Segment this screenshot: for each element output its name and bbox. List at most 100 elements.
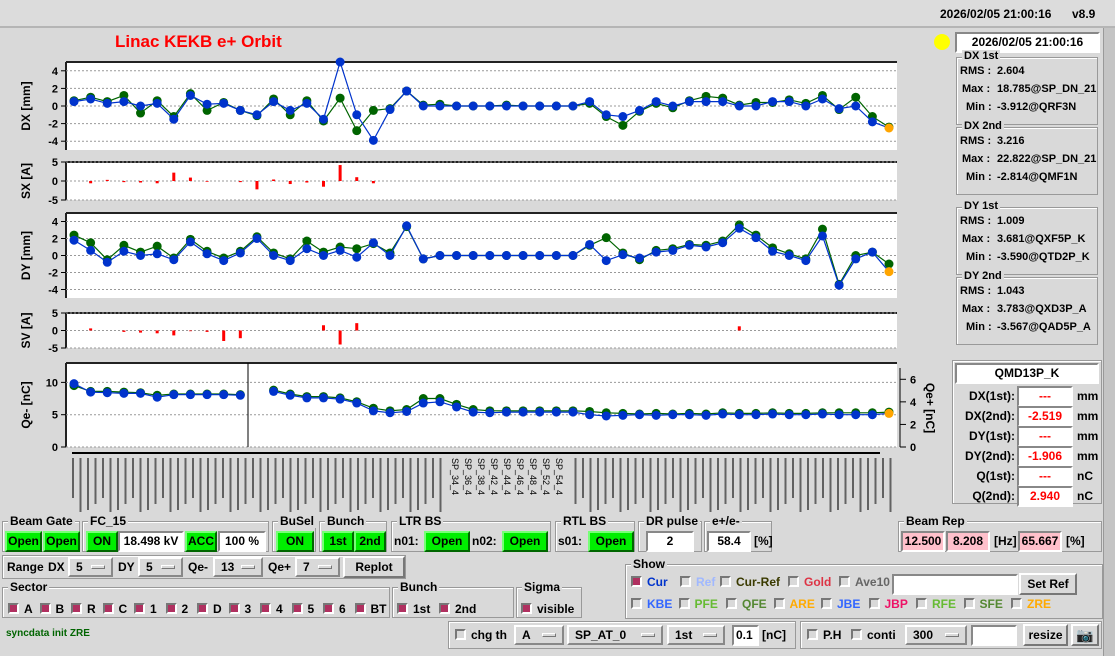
threshold-input[interactable]: 0.1 bbox=[732, 625, 759, 646]
checkbox-icon[interactable] bbox=[821, 598, 832, 609]
element-row: DY(2nd): -1.906 mm bbox=[953, 446, 1101, 467]
x-tick-label-mark bbox=[319, 458, 322, 512]
sector-checkbox-R[interactable]: R bbox=[71, 602, 96, 616]
q-second-point bbox=[718, 409, 728, 419]
q-second-point bbox=[501, 407, 511, 417]
checkbox-icon[interactable] bbox=[839, 576, 850, 587]
show-pfe-checkbox[interactable]: PFE bbox=[678, 597, 718, 611]
set-ref-button[interactable]: Set Ref bbox=[1019, 573, 1077, 595]
checkbox-icon[interactable] bbox=[228, 603, 240, 614]
show-sfe-checkbox[interactable]: SFE bbox=[963, 597, 1003, 611]
checkbox-icon[interactable] bbox=[726, 598, 737, 609]
show-rfe-checkbox[interactable]: RFE bbox=[916, 597, 956, 611]
checkbox-icon[interactable] bbox=[134, 603, 145, 614]
bunch-select[interactable]: 1st bbox=[667, 625, 725, 645]
ltr-n02-button[interactable]: Open bbox=[502, 531, 548, 552]
bunch-2nd-checkbox[interactable]: 2nd bbox=[439, 602, 476, 616]
count-select[interactable]: 300 bbox=[905, 625, 967, 645]
dy-range-select[interactable]: 5 bbox=[138, 557, 183, 577]
checkbox-icon[interactable] bbox=[631, 598, 642, 609]
count-input[interactable] bbox=[971, 625, 1017, 646]
dropdown-indicator-icon bbox=[945, 633, 959, 637]
beam-gate-open-1[interactable]: Open bbox=[5, 531, 42, 552]
checkbox-icon[interactable] bbox=[720, 576, 731, 587]
dy-first-point bbox=[352, 244, 362, 254]
busel-on-button[interactable]: ON bbox=[276, 531, 314, 552]
show-qfe-checkbox[interactable]: QFE bbox=[726, 597, 767, 611]
bunch-1st-checkbox[interactable]: 1st bbox=[397, 602, 430, 616]
stats-title: DY 2nd bbox=[962, 270, 1004, 282]
q-second-point bbox=[435, 397, 445, 407]
checkbox-icon[interactable] bbox=[773, 598, 785, 609]
bunch-1st-button[interactable]: 1st bbox=[322, 531, 354, 552]
sector-checkbox-BT[interactable]: BT bbox=[354, 602, 387, 616]
checkbox-icon[interactable] bbox=[916, 598, 927, 609]
qe-minus-range-select[interactable]: 13 bbox=[213, 557, 263, 577]
checkbox-icon[interactable] bbox=[102, 603, 114, 614]
checkbox-icon[interactable] bbox=[680, 576, 691, 587]
show-jbe-checkbox[interactable]: JBE bbox=[821, 597, 860, 611]
checkbox-icon[interactable] bbox=[291, 603, 303, 614]
qe-plus-range-select[interactable]: 7 bbox=[295, 557, 340, 577]
checkbox-icon[interactable] bbox=[8, 603, 19, 614]
beam-gate-open-2[interactable]: Open bbox=[43, 531, 80, 552]
dx-first-point bbox=[618, 120, 628, 130]
sector-checkbox-C[interactable]: C bbox=[102, 602, 127, 616]
replot-button[interactable]: Replot bbox=[343, 556, 405, 578]
checkbox-icon[interactable] bbox=[260, 603, 271, 614]
show-gold-checkbox[interactable]: Gold bbox=[788, 575, 831, 589]
show-ave10-checkbox[interactable]: Ave10 bbox=[839, 575, 890, 589]
checkbox-icon[interactable] bbox=[39, 603, 51, 614]
checkbox-icon[interactable] bbox=[788, 576, 799, 587]
resize-button[interactable]: resize bbox=[1023, 624, 1068, 646]
sigma-visible-checkbox[interactable]: visible bbox=[521, 602, 574, 616]
fc15-acc-button[interactable]: ACC bbox=[185, 531, 217, 552]
sector-checkbox-5[interactable]: 5 bbox=[291, 602, 314, 616]
show-ref-checkbox[interactable]: Ref bbox=[680, 575, 715, 589]
bunch-select-group-label: Bunch bbox=[398, 580, 440, 594]
sector-checkbox-A[interactable]: A bbox=[8, 602, 33, 616]
checkbox-icon[interactable] bbox=[354, 603, 366, 614]
checkbox-icon[interactable] bbox=[851, 629, 862, 640]
show-kbe-checkbox[interactable]: KBE bbox=[631, 597, 672, 611]
checkbox-icon[interactable] bbox=[71, 603, 82, 614]
checkbox-icon[interactable] bbox=[678, 598, 690, 609]
show-are-checkbox[interactable]: ARE bbox=[773, 597, 815, 611]
sector-checkbox-2[interactable]: 2 bbox=[165, 602, 188, 616]
sector-checkbox-3[interactable]: 3 bbox=[228, 602, 251, 616]
sector-checkbox-6[interactable]: 6 bbox=[323, 602, 346, 616]
element-select[interactable]: SP_AT_0 bbox=[567, 625, 663, 645]
sector-select[interactable]: A bbox=[514, 625, 564, 645]
fc15-on-button[interactable]: ON bbox=[86, 531, 118, 552]
checkbox-icon[interactable] bbox=[807, 629, 818, 640]
checkbox-icon[interactable] bbox=[165, 603, 177, 614]
show-cur-checkbox[interactable]: Cur bbox=[631, 575, 668, 589]
sector-checkbox-B[interactable]: B bbox=[39, 602, 64, 616]
chg-th-checkbox[interactable]: chg th bbox=[455, 628, 507, 642]
bunch-2nd-button[interactable]: 2nd bbox=[354, 531, 386, 552]
sector-checkbox-1[interactable]: 1 bbox=[134, 602, 157, 616]
show-cur-ref-checkbox[interactable]: Cur-Ref bbox=[720, 575, 780, 589]
sector-checkbox-4[interactable]: 4 bbox=[260, 602, 283, 616]
checkbox-icon[interactable] bbox=[439, 603, 450, 614]
rtl-s01-button[interactable]: Open bbox=[588, 531, 634, 552]
ref-file-input[interactable] bbox=[892, 574, 1018, 595]
sector-checkbox-D[interactable]: D bbox=[197, 602, 222, 616]
checkbox-icon[interactable] bbox=[397, 603, 408, 614]
checkbox-icon[interactable] bbox=[197, 603, 208, 614]
conti-checkbox[interactable]: conti bbox=[851, 628, 896, 642]
checkbox-icon[interactable] bbox=[521, 603, 532, 614]
qe-plus-label: Qe+ bbox=[268, 560, 292, 574]
checkbox-icon[interactable] bbox=[323, 603, 334, 614]
ph-checkbox[interactable]: P.H bbox=[807, 628, 841, 642]
dx-range-select[interactable]: 5 bbox=[68, 557, 113, 577]
checkbox-icon[interactable] bbox=[455, 629, 466, 640]
checkbox-icon[interactable] bbox=[631, 576, 642, 587]
checkbox-icon[interactable] bbox=[963, 598, 975, 609]
show-zre-checkbox[interactable]: ZRE bbox=[1011, 597, 1051, 611]
show-jbp-checkbox[interactable]: JBP bbox=[868, 597, 908, 611]
checkbox-icon[interactable] bbox=[868, 598, 880, 609]
ltr-n01-button[interactable]: Open bbox=[424, 531, 470, 552]
checkbox-icon[interactable] bbox=[1011, 598, 1022, 609]
camera-icon[interactable]: 📷 bbox=[1071, 624, 1099, 646]
